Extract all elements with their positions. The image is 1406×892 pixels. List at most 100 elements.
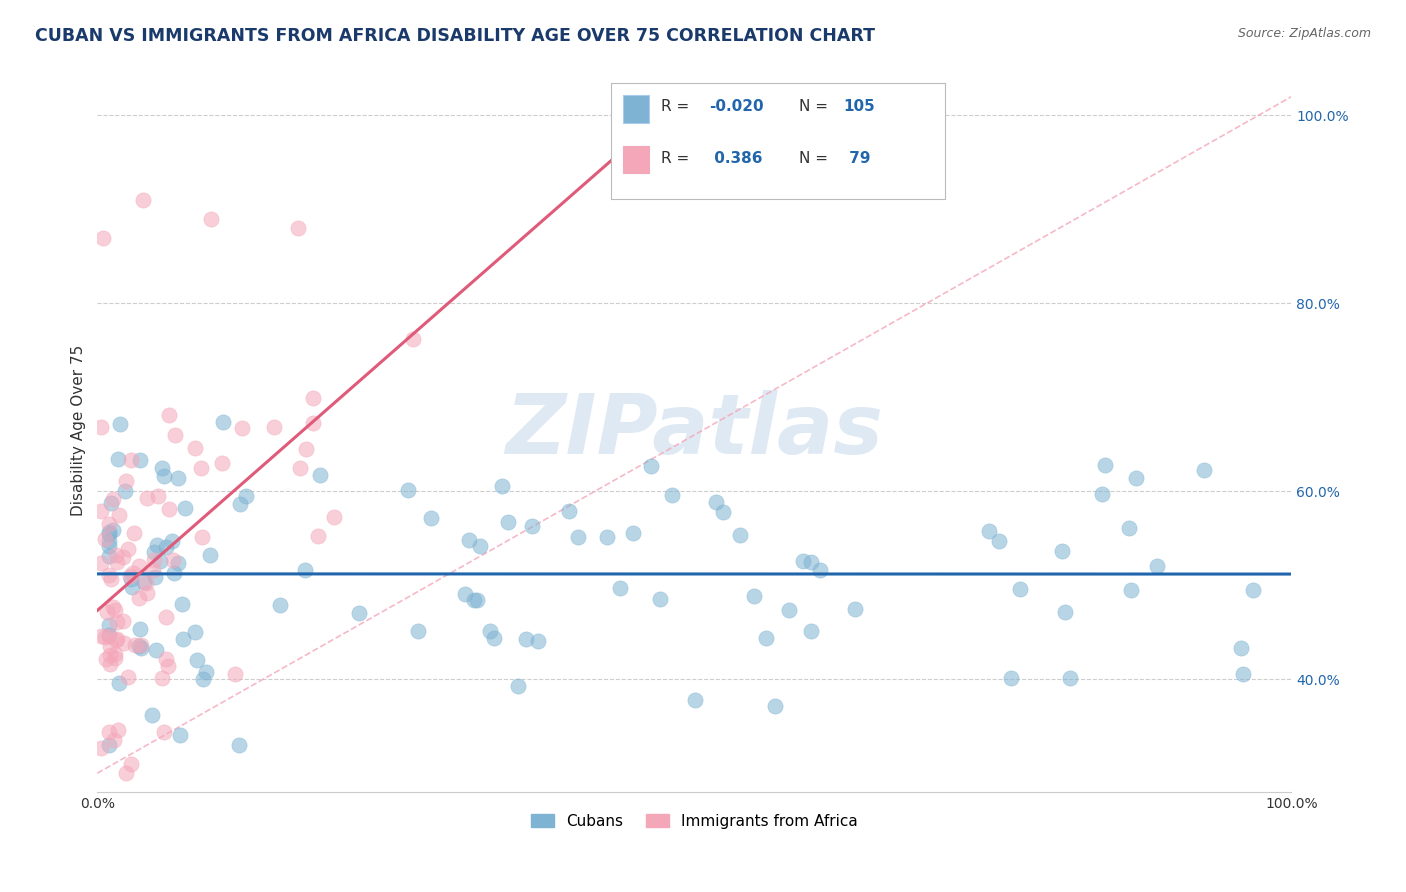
- Point: [309, 468, 332, 483]
- Point: [640, 458, 662, 473]
- Point: [195, 665, 218, 679]
- Point: [114, 474, 136, 488]
- Point: [987, 533, 1010, 548]
- Point: [162, 553, 184, 567]
- Point: [396, 483, 419, 497]
- Point: [621, 525, 644, 540]
- Point: [166, 471, 188, 485]
- Point: [97, 724, 120, 739]
- Point: [186, 653, 208, 667]
- Point: [844, 601, 866, 615]
- Point: [155, 610, 177, 624]
- Text: N =: N =: [800, 99, 834, 114]
- Point: [98, 657, 121, 671]
- Point: [98, 738, 121, 752]
- Point: [156, 659, 179, 673]
- Point: [90, 629, 112, 643]
- Point: [172, 632, 194, 646]
- Point: [200, 211, 222, 226]
- Point: [808, 563, 831, 577]
- Point: [90, 420, 112, 434]
- Point: [128, 591, 150, 606]
- Point: [778, 603, 800, 617]
- Point: [174, 500, 197, 515]
- Point: [596, 530, 619, 544]
- Point: [98, 640, 121, 654]
- Point: [105, 548, 128, 562]
- Point: [98, 549, 121, 563]
- Point: [515, 632, 537, 646]
- Point: [742, 589, 765, 603]
- Point: [567, 530, 589, 544]
- Point: [491, 479, 513, 493]
- Point: [105, 555, 128, 569]
- Point: [163, 566, 186, 580]
- Point: [145, 643, 167, 657]
- Point: [763, 699, 786, 714]
- Point: [100, 572, 122, 586]
- FancyBboxPatch shape: [623, 146, 650, 173]
- Point: [465, 592, 488, 607]
- Point: [1000, 671, 1022, 685]
- Point: [97, 629, 120, 643]
- Point: [98, 628, 121, 642]
- Point: [112, 549, 135, 564]
- Point: [141, 708, 163, 723]
- Point: [94, 532, 117, 546]
- Point: [728, 528, 751, 542]
- Point: [124, 638, 146, 652]
- Text: Source: ZipAtlas.com: Source: ZipAtlas.com: [1237, 27, 1371, 40]
- Point: [107, 452, 129, 467]
- Point: [105, 632, 128, 646]
- Point: [98, 527, 121, 541]
- Point: [1118, 521, 1140, 535]
- Point: [468, 539, 491, 553]
- Text: 105: 105: [844, 99, 876, 114]
- Point: [211, 456, 233, 470]
- Point: [110, 417, 132, 432]
- Point: [121, 580, 143, 594]
- Y-axis label: Disability Age Over 75: Disability Age Over 75: [72, 344, 86, 516]
- Point: [498, 516, 520, 530]
- Point: [104, 603, 127, 617]
- Point: [143, 553, 166, 567]
- Point: [157, 409, 180, 423]
- Point: [155, 540, 177, 554]
- Point: [157, 501, 180, 516]
- Point: [143, 570, 166, 584]
- Point: [120, 756, 142, 771]
- Point: [191, 672, 214, 686]
- Point: [711, 504, 734, 518]
- Point: [135, 585, 157, 599]
- Point: [150, 460, 173, 475]
- Point: [122, 566, 145, 581]
- Point: [800, 624, 823, 638]
- Point: [307, 529, 329, 543]
- Point: [520, 518, 543, 533]
- Point: [212, 416, 235, 430]
- Point: [97, 567, 120, 582]
- Point: [1232, 666, 1254, 681]
- Point: [190, 461, 212, 475]
- Point: [108, 508, 131, 522]
- Point: [117, 670, 139, 684]
- Point: [112, 614, 135, 628]
- Point: [235, 489, 257, 503]
- Legend: Cubans, Immigrants from Africa: Cubans, Immigrants from Africa: [524, 807, 863, 835]
- Point: [322, 509, 344, 524]
- Point: [165, 427, 187, 442]
- Point: [101, 523, 124, 537]
- Point: [136, 491, 159, 505]
- Point: [224, 666, 246, 681]
- Point: [527, 634, 550, 648]
- Point: [1053, 606, 1076, 620]
- Point: [228, 738, 250, 752]
- Point: [302, 416, 325, 430]
- Point: [1052, 543, 1074, 558]
- Point: [142, 563, 165, 577]
- Point: [648, 592, 671, 607]
- Point: [96, 606, 118, 620]
- Point: [229, 497, 252, 511]
- Point: [98, 539, 121, 553]
- Point: [105, 632, 128, 647]
